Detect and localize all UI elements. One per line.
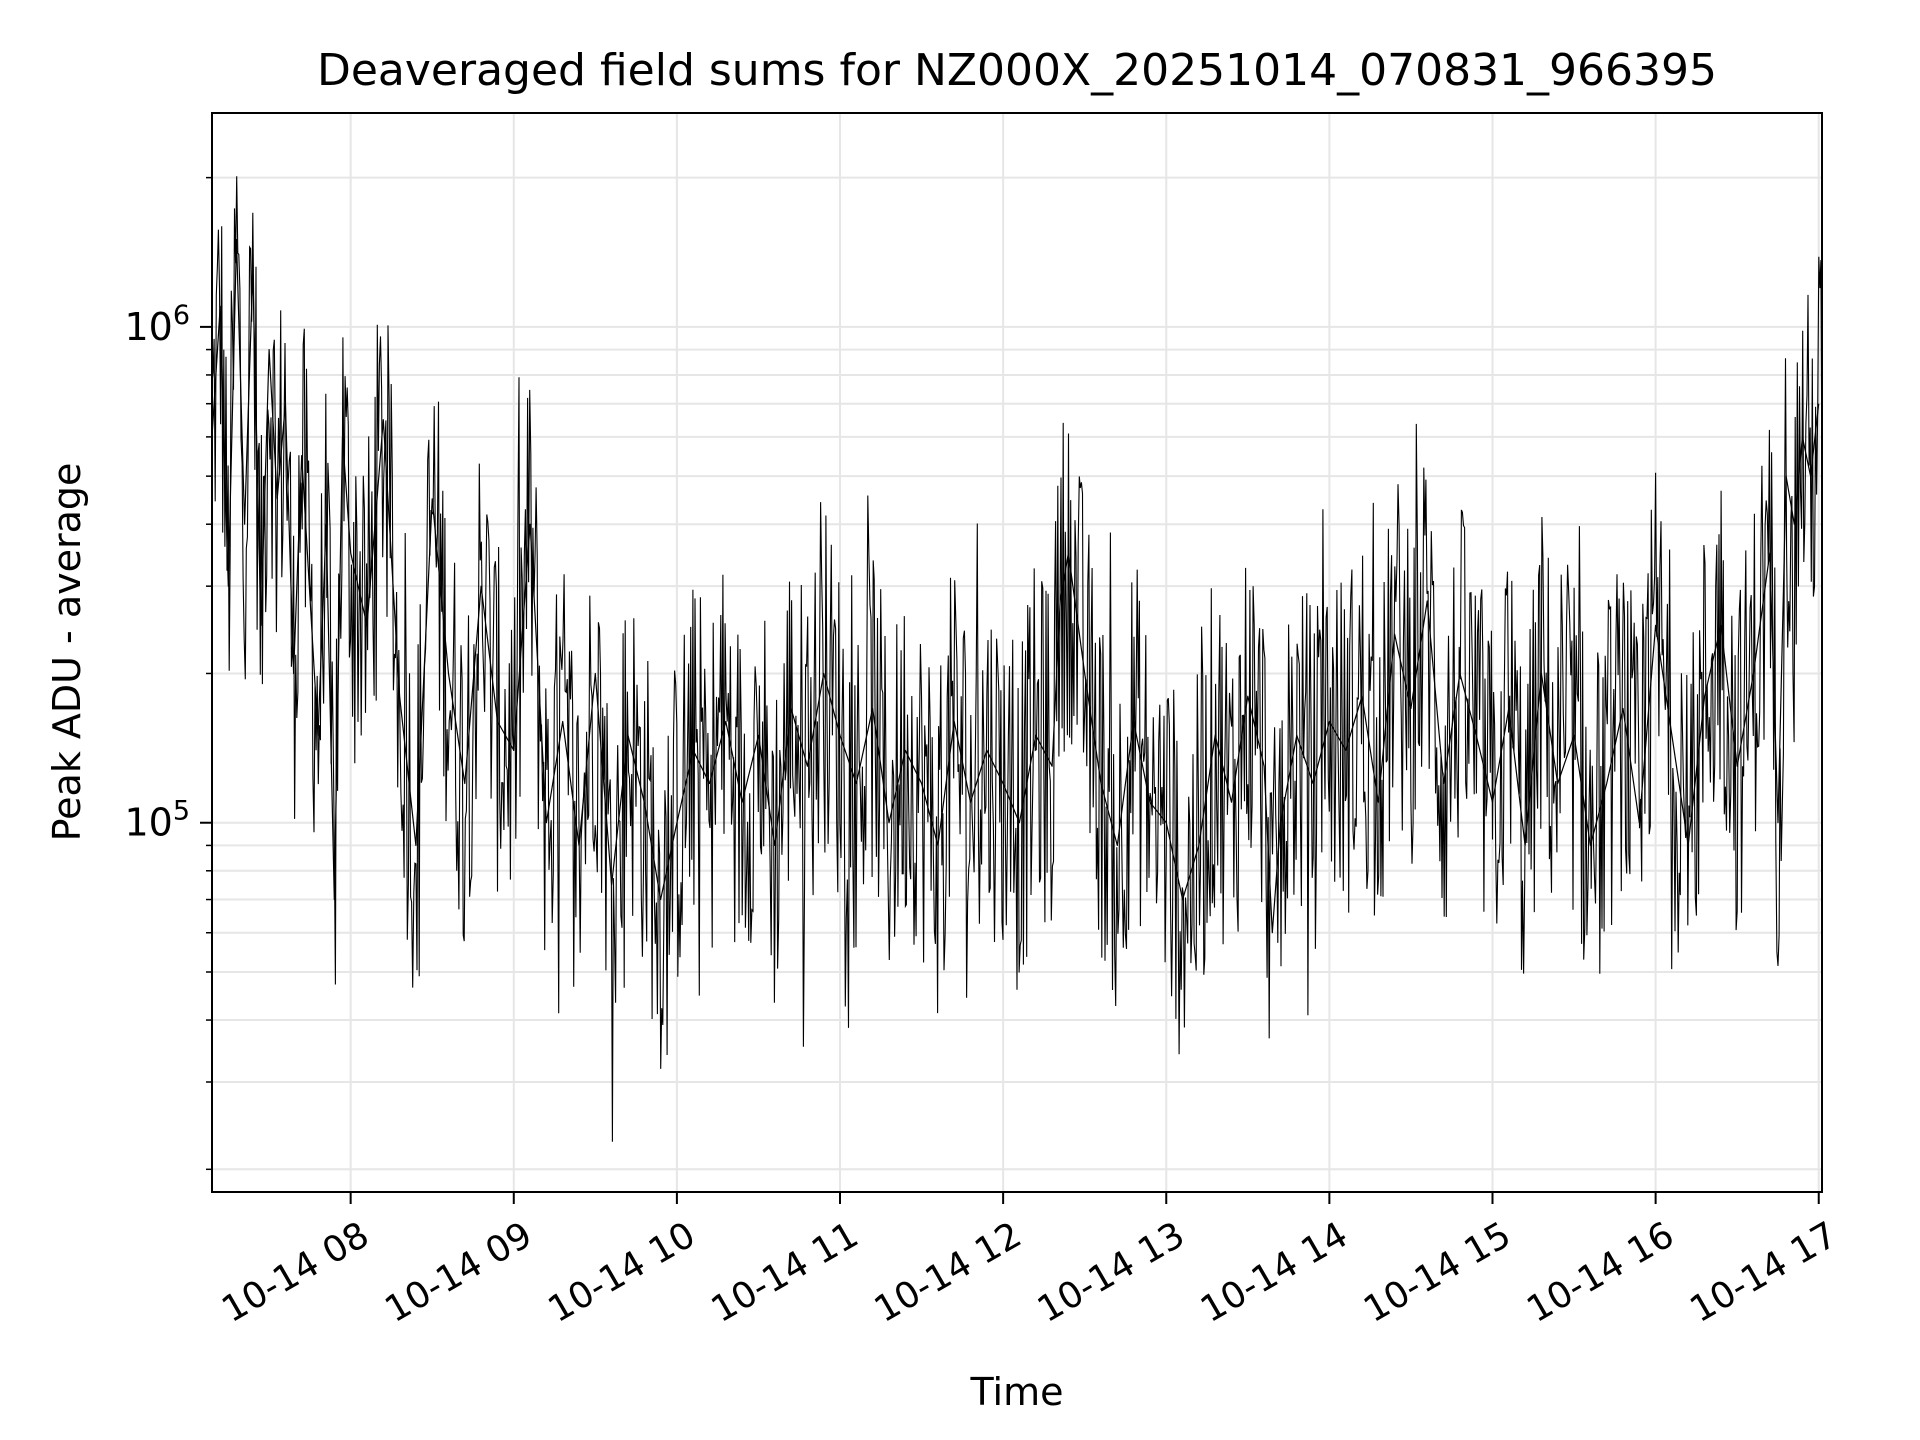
y-axis-label: Peak ADU - average — [45, 463, 89, 842]
axis-ticks — [200, 176, 1820, 1204]
y-tick-labels: 105 106 — [124, 300, 190, 845]
noise-trace — [211, 176, 1823, 1142]
x-axis-label: Time — [970, 1370, 1064, 1414]
data-series-line — [211, 239, 1820, 934]
plot-frame — [211, 112, 1823, 1193]
y-tick-label: 105 — [124, 796, 190, 845]
y-tick-label: 106 — [124, 300, 190, 349]
chart-title: Deaveraged field sums for NZ000X_2025101… — [317, 45, 1717, 96]
data-spikes — [211, 176, 1823, 1142]
